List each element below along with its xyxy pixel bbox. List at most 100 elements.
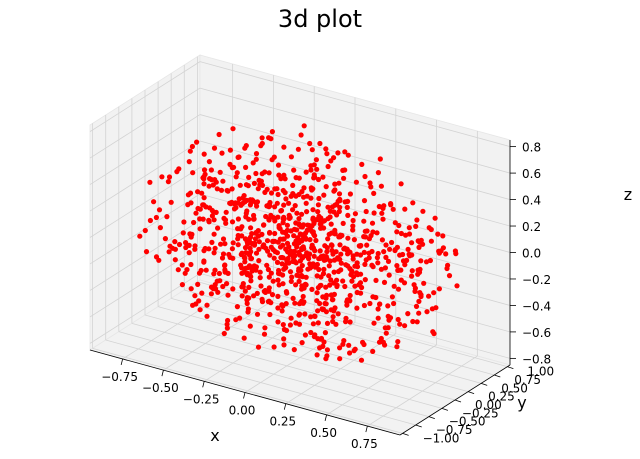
scatter-point: [345, 235, 351, 241]
scatter-point: [392, 247, 398, 254]
x-tick-label: 0.00: [229, 404, 256, 418]
scatter-point: [380, 339, 386, 345]
scatter-point: [281, 336, 287, 342]
scatter-point: [383, 330, 389, 336]
scatter-point: [318, 274, 324, 280]
scatter-point: [268, 270, 274, 276]
scatter-point: [196, 298, 202, 304]
scatter-point: [315, 202, 321, 208]
scatter-point: [303, 200, 309, 206]
scatter-point: [253, 170, 259, 177]
scatter-point: [412, 285, 418, 291]
scatter-point: [229, 186, 235, 192]
scatter-point: [281, 172, 287, 178]
scatter-point: [272, 230, 278, 237]
scatter-point: [286, 200, 292, 206]
scatter-point: [275, 305, 281, 311]
scatter-point: [369, 220, 376, 226]
scatter-point: [377, 156, 383, 162]
scatter-point: [197, 226, 203, 232]
scatter-point: [251, 180, 257, 186]
scatter-point: [351, 237, 357, 243]
scatter-point: [190, 170, 196, 176]
scatter-point: [248, 255, 255, 262]
scatter-point: [392, 220, 398, 226]
scatter-point: [241, 335, 247, 341]
scatter-point: [347, 350, 353, 356]
scatter-point: [334, 256, 340, 262]
scatter-point: [332, 305, 338, 311]
scatter-point: [147, 179, 153, 185]
scatter-point: [246, 174, 252, 180]
scatter-point: [371, 210, 377, 216]
scatter-point: [229, 165, 235, 171]
scatter-point: [215, 225, 221, 231]
scatter-point: [409, 240, 415, 246]
scatter-point: [151, 199, 157, 205]
scatter-point: [307, 237, 313, 243]
scatter-point: [431, 331, 437, 337]
scatter-point: [379, 210, 385, 216]
scatter-point: [300, 244, 306, 250]
scatter-point: [198, 267, 204, 274]
scatter-point: [406, 231, 413, 237]
scatter-point: [371, 320, 377, 326]
y-tick-label: −0.75: [436, 423, 473, 437]
scatter-point: [224, 281, 230, 287]
scatter-point: [323, 146, 329, 152]
scatter-point: [277, 244, 284, 250]
scatter-point: [382, 265, 388, 271]
scatter-point: [299, 224, 305, 230]
scatter-point: [342, 245, 348, 251]
grid-line: [199, 61, 511, 148]
scatter-point: [358, 271, 364, 277]
y-tick-label: −1.00: [423, 431, 460, 445]
scatter-point: [254, 290, 260, 296]
scatter-point: [368, 233, 374, 239]
scatter-point: [208, 291, 214, 297]
scatter-point: [312, 332, 318, 338]
scatter-point: [294, 227, 300, 233]
scatter-point: [204, 302, 210, 308]
scatter-point: [364, 242, 370, 248]
scatter-point: [387, 315, 394, 321]
scatter-point: [197, 307, 203, 313]
z-tick-label: 0.8: [522, 141, 541, 155]
y-axis-label: y: [517, 393, 526, 412]
scatter-point: [346, 342, 352, 348]
scatter-point: [361, 198, 368, 204]
y-tick-mark: [507, 366, 514, 370]
scatter-point: [361, 218, 367, 224]
scatter-point: [241, 193, 247, 199]
scatter-point: [281, 236, 287, 242]
scatter-point: [258, 283, 264, 289]
scatter-point: [340, 220, 346, 226]
x-tick-label: 0.50: [310, 426, 337, 440]
scatter-point: [354, 260, 360, 266]
scatter-point: [373, 294, 379, 301]
scatter-point: [332, 181, 338, 187]
scatter-point: [350, 217, 356, 224]
scatter-point: [299, 340, 305, 346]
scatter-point: [423, 259, 430, 265]
x-tick-mark: [202, 381, 205, 388]
scatter-point: [311, 231, 317, 237]
scatter-point: [406, 225, 412, 231]
scatter-point: [280, 322, 286, 328]
x-tick-label: −0.25: [183, 392, 220, 406]
scatter-point: [296, 301, 303, 307]
scatter-point: [320, 174, 326, 180]
scatter-point: [264, 186, 270, 192]
z-tick-label: −0.8: [522, 352, 551, 366]
scatter-point: [287, 322, 293, 328]
scatter-point: [435, 231, 441, 237]
scatter-point: [416, 244, 422, 250]
scatter-point: [284, 258, 290, 264]
scatter-point: [237, 182, 243, 188]
scatter-point: [286, 215, 292, 221]
scatter-point: [395, 316, 401, 323]
scatter-point: [381, 203, 387, 209]
scatter-point: [224, 187, 230, 194]
scatter-point: [168, 199, 174, 205]
